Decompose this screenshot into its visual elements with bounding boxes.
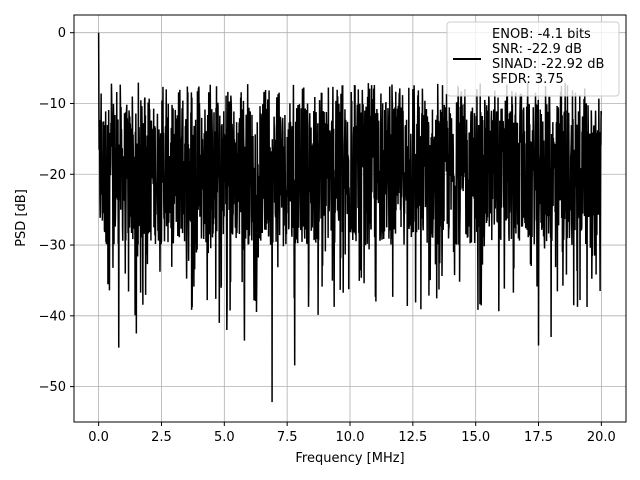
legend: ENOB: -4.1 bits SNR: -22.9 dB SINAD: -22… [446,21,620,97]
x-tick-label: 5.0 [214,430,235,445]
x-tick-label: 20.0 [587,430,616,445]
x-tick-label: 17.5 [524,430,553,445]
x-tick-label: 2.5 [151,430,172,445]
psd-series-line [97,32,603,403]
legend-box [446,21,620,97]
x-axis-label: Frequency [MHz] [295,451,404,466]
y-tick-label: −30 [39,239,66,254]
y-tick-label: −50 [39,380,66,395]
legend-entry-snr: SNR: -22.9 dB [492,42,582,57]
legend-entry-sfdr: SFDR: 3.75 [492,72,564,87]
y-tick-label: −10 [39,97,66,112]
legend-entry-sinad: SINAD: -22.92 dB [492,57,604,72]
legend-entry-enob: ENOB: -4.1 bits [492,27,591,42]
x-tick-label: 0.0 [88,430,109,445]
y-tick-label: −40 [39,309,66,324]
y-tick-label: 0 [58,26,66,41]
x-tick-label: 12.5 [398,430,427,445]
x-axis-ticks: 0.0 2.5 5.0 7.5 10.0 12.5 15.0 17.5 20.0 [88,422,616,445]
y-tick-label: −20 [39,168,66,183]
y-axis-ticks: 0 −10 −20 −30 −40 −50 [39,26,74,395]
x-tick-label: 10.0 [336,430,365,445]
plot-area [97,32,603,403]
x-tick-label: 7.5 [277,430,298,445]
x-tick-label: 15.0 [461,430,490,445]
y-axis-label: PSD [dB] [14,189,29,247]
